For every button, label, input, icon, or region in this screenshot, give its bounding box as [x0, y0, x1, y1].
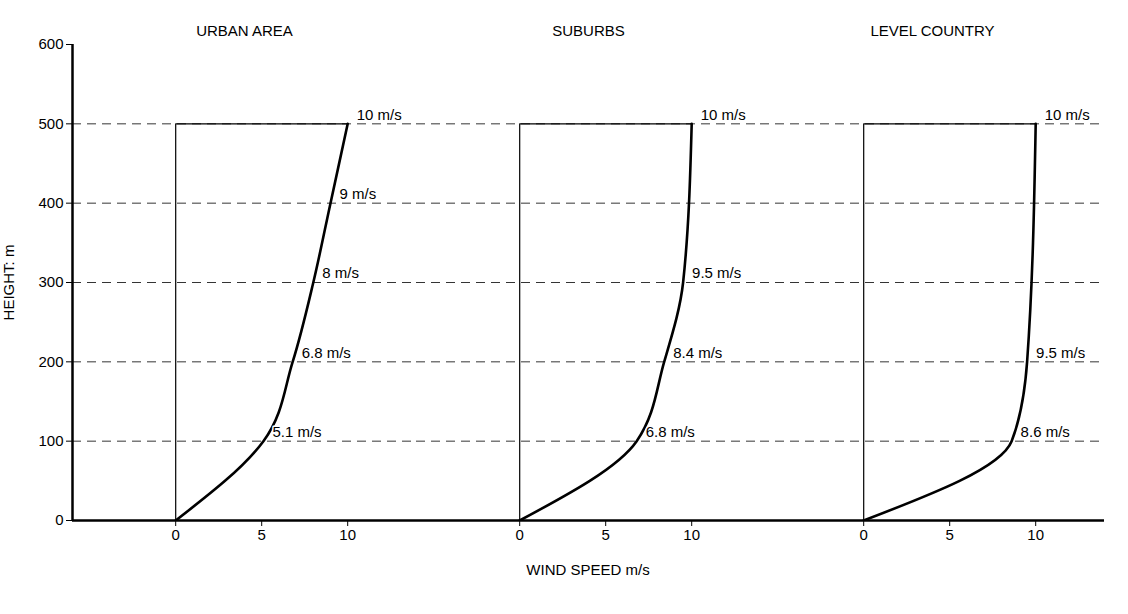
- svg-text:10 m/s: 10 m/s: [357, 106, 402, 123]
- svg-text:10: 10: [683, 526, 700, 543]
- svg-text:8 m/s: 8 m/s: [322, 264, 359, 281]
- svg-text:500: 500: [38, 115, 63, 132]
- svg-text:200: 200: [38, 353, 63, 370]
- svg-text:5: 5: [602, 526, 610, 543]
- svg-text:0: 0: [516, 526, 524, 543]
- svg-text:10: 10: [339, 526, 356, 543]
- svg-text:5: 5: [946, 526, 954, 543]
- svg-text:100: 100: [38, 432, 63, 449]
- svg-text:HEIGHT: m: HEIGHT: m: [0, 245, 17, 321]
- svg-text:400: 400: [38, 194, 63, 211]
- svg-text:0: 0: [55, 511, 63, 528]
- svg-text:600: 600: [38, 35, 63, 52]
- svg-text:8.4 m/s: 8.4 m/s: [673, 344, 722, 361]
- svg-text:10 m/s: 10 m/s: [1045, 106, 1090, 123]
- svg-text:5: 5: [258, 526, 266, 543]
- svg-text:6.8 m/s: 6.8 m/s: [302, 344, 351, 361]
- svg-text:0: 0: [172, 526, 180, 543]
- svg-text:URBAN AREA: URBAN AREA: [196, 22, 293, 39]
- svg-text:10: 10: [1027, 526, 1044, 543]
- svg-text:9.5 m/s: 9.5 m/s: [692, 264, 741, 281]
- svg-text:9 m/s: 9 m/s: [340, 185, 377, 202]
- svg-text:10 m/s: 10 m/s: [701, 106, 746, 123]
- svg-text:9.5 m/s: 9.5 m/s: [1036, 344, 1085, 361]
- svg-text:300: 300: [38, 273, 63, 290]
- svg-text:LEVEL COUNTRY: LEVEL COUNTRY: [870, 22, 994, 39]
- svg-text:6.8 m/s: 6.8 m/s: [646, 423, 695, 440]
- svg-text:0: 0: [860, 526, 868, 543]
- html-text:WIND SPEED m/s: WIND SPEED m/s: [526, 561, 650, 578]
- svg-text:SUBURBS: SUBURBS: [552, 22, 625, 39]
- svg-text:5.1 m/s: 5.1 m/s: [272, 423, 321, 440]
- svg-text:8.6 m/s: 8.6 m/s: [1021, 423, 1070, 440]
